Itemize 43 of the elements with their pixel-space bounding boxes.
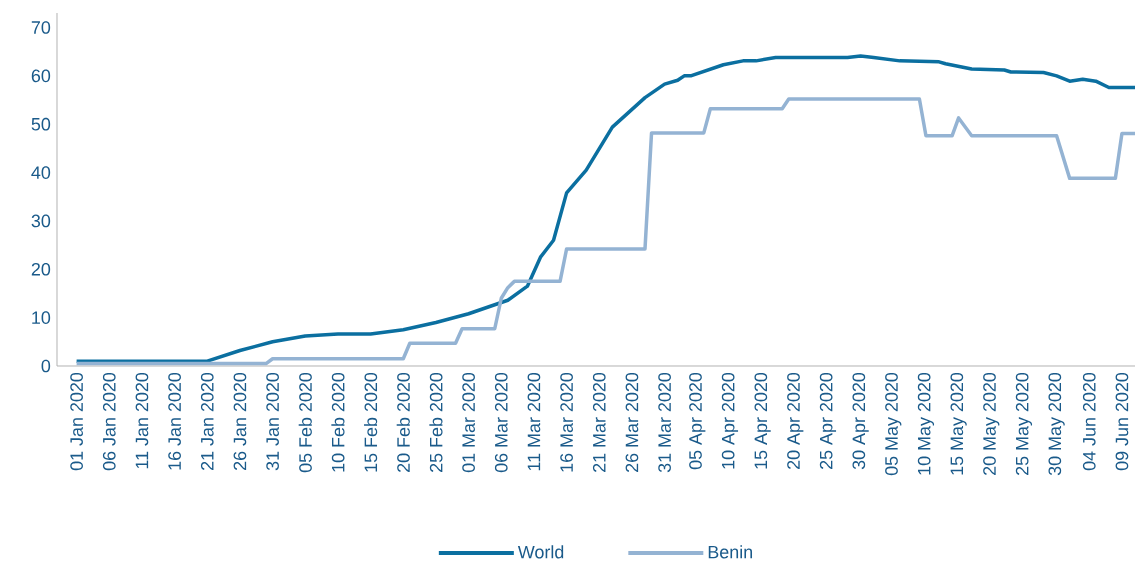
x-tick-label: 10 Feb 2020 [331, 372, 345, 472]
y-tick-label: 70 [31, 21, 51, 34]
y-tick-label: 40 [31, 166, 51, 179]
x-tick-label: 11 Mar 2020 [527, 372, 541, 471]
x-tick-label: 20 Apr 2020 [787, 372, 804, 469]
x-tick-label: 20 May 2020 [983, 372, 1000, 475]
x-tick-label: 15 Feb 2020 [364, 372, 378, 472]
y-tick-label: 0 [41, 359, 51, 373]
x-tick-label: 31 Jan 2020 [266, 372, 279, 471]
x-tick-label: 15 May 2020 [950, 372, 967, 475]
x-tick-label: 31 Mar 2020 [658, 372, 671, 473]
x-tick-label: 20 Feb 2020 [396, 372, 410, 472]
x-tick-label: 11 Jan 2020 [135, 372, 149, 469]
legend-label: World [517, 545, 564, 559]
x-tick-label: 06 Jan 2020 [102, 372, 116, 471]
x-tick-label: 01 Mar 2020 [462, 372, 475, 473]
x-tick-label: 09 Jun 2020 [1115, 372, 1129, 471]
y-tick-label: 30 [31, 214, 51, 228]
y-tick-label: 10 [32, 311, 51, 324]
x-tick-label: 15 Apr 2020 [754, 372, 771, 469]
x-tick-label: 26 Jan 2020 [233, 372, 247, 470]
x-tick-label: 05 Apr 2020 [689, 372, 706, 470]
x-tick-label: 05 Feb 2020 [298, 372, 312, 473]
legend-label: Benin [708, 545, 753, 559]
x-tick-label: 16 Mar 2020 [560, 372, 573, 472]
x-tick-label: 05 May 2020 [885, 372, 902, 476]
y-tick-label: 60 [31, 69, 51, 83]
x-tick-label: 10 Apr 2020 [721, 372, 739, 469]
x-tick-label: 25 Apr 2020 [819, 372, 837, 469]
y-tick-label: 50 [31, 117, 51, 131]
x-tick-label: 30 Apr 2020 [852, 372, 869, 470]
x-tick-label: 21 Jan 2020 [200, 372, 214, 470]
x-tick-label: 01 Jan 2020 [70, 372, 83, 471]
x-tick-label: 26 Mar 2020 [625, 372, 639, 472]
x-tick-label: 16 Jan 2020 [168, 372, 181, 470]
x-tick-label: 06 Mar 2020 [494, 372, 508, 473]
x-tick-label: 25 Feb 2020 [429, 372, 443, 472]
x-tick-label: 25 May 2020 [1015, 372, 1033, 475]
y-tick-label: 20 [31, 262, 51, 276]
x-tick-label: 04 Jun 2020 [1082, 372, 1096, 471]
x-tick-label: 30 May 2020 [1048, 372, 1065, 476]
x-tick-label: 10 May 2020 [917, 372, 935, 475]
x-tick-label: 21 Mar 2020 [592, 372, 606, 472]
